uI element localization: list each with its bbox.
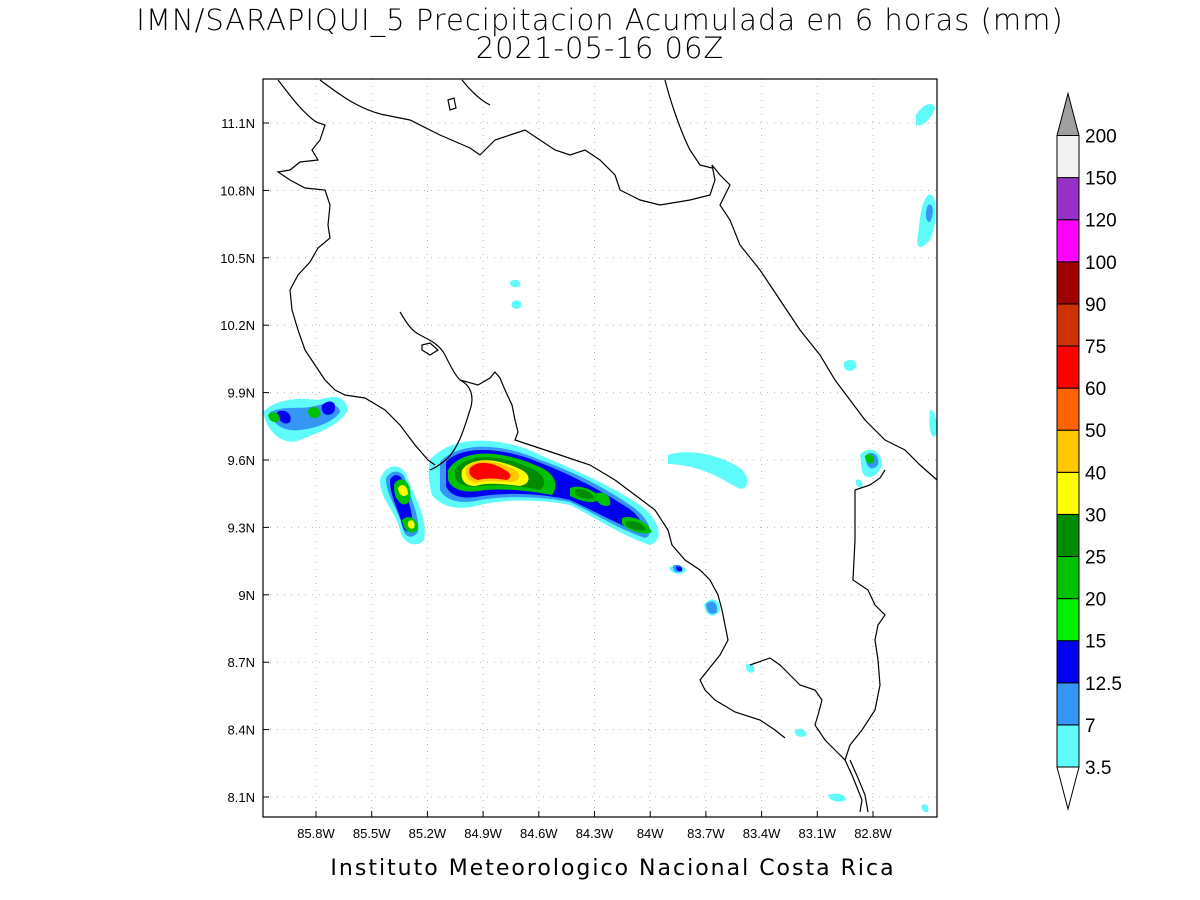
lat-tick-label: 8.1N	[228, 790, 255, 805]
lat-tick-label: 9.6N	[228, 453, 255, 468]
colorbar-label: 100	[1085, 253, 1117, 274]
lon-tick-label: 84W	[637, 826, 664, 841]
lat-tick-label: 10.2N	[220, 318, 255, 333]
colorbar-swatch	[1056, 598, 1080, 642]
colorbar-swatch	[1056, 556, 1080, 600]
colorbar-label: 60	[1085, 379, 1106, 400]
colorbar-label: 120	[1085, 211, 1117, 232]
lon-tick-label: 85.5W	[353, 826, 391, 841]
colorbar-swatch	[1056, 261, 1080, 305]
lat-tick-label: 10.5N	[220, 251, 255, 266]
lat-tick-label: 8.4N	[228, 723, 255, 738]
precipitation-lightblue-patches	[270, 204, 933, 614]
colorbar-swatch	[1056, 345, 1080, 389]
lat-tick-label: 9N	[238, 588, 255, 603]
colorbar-label: 75	[1085, 337, 1106, 358]
lon-tick-label: 84.3W	[576, 826, 614, 841]
lon-tick-label: 83.1W	[799, 826, 837, 841]
latitude-axis: 11.1N 10.8N 10.5N 10.2N 9.9N 9.6N 9.3N 9N 8.7N 8.…	[220, 116, 269, 805]
colorbar-label: 7	[1085, 716, 1096, 737]
colorbar-label: 15	[1085, 632, 1106, 653]
colorbar-swatch	[1056, 640, 1080, 684]
map-frame	[262, 78, 938, 818]
colorbar-label: 200	[1085, 127, 1117, 148]
lon-tick-label: 85.2W	[409, 826, 447, 841]
colorbar-swatch	[1056, 513, 1080, 558]
colorbar-swatch	[1056, 219, 1080, 263]
map-title: IMN/SARAPIQUI_5 Precipitacion Acumulada …	[136, 3, 1064, 37]
colorbar-swatch	[1056, 429, 1080, 473]
lat-tick-label: 9.9N	[228, 386, 255, 401]
colorbar-label: 3.5	[1085, 758, 1111, 779]
lon-tick-label: 83.4W	[743, 826, 781, 841]
colorbar-label: 25	[1085, 548, 1106, 569]
colorbar-label: 12.5	[1085, 674, 1122, 695]
colorbar-min-arrow	[1056, 766, 1080, 811]
precipitation-red-patches	[469, 462, 511, 480]
colorbar-label: 20	[1085, 590, 1106, 611]
lon-tick-label: 84.9W	[464, 826, 502, 841]
coastline-borders	[276, 79, 938, 813]
map-grid	[263, 79, 937, 817]
colorbar-label: 30	[1085, 505, 1106, 526]
lon-tick-label: 82.8W	[854, 826, 892, 841]
lat-tick-label: 10.8N	[220, 183, 255, 198]
colorbar-swatch	[1056, 471, 1080, 515]
map-datetime: 2021-05-16 06Z	[475, 31, 725, 65]
longitude-axis: 85.8W 85.5W 85.2W 84.9W 84.6W 84.3W 84W 83.7W 83…	[297, 811, 893, 841]
colorbar-swatch	[1056, 303, 1080, 347]
colorbar-label: 50	[1085, 421, 1106, 442]
colorbar-swatch	[1056, 177, 1080, 221]
lat-tick-label: 8.7N	[228, 655, 255, 670]
colorbar-max-arrow	[1056, 91, 1080, 136]
lon-tick-label: 83.7W	[687, 826, 725, 841]
precipitation-cyan-patches	[263, 104, 937, 813]
colorbar-swatch	[1056, 724, 1080, 768]
colorbar-label: 150	[1085, 169, 1117, 190]
colorbar-label: 40	[1085, 463, 1106, 484]
colorbar-swatch	[1056, 135, 1080, 179]
lon-tick-label: 84.6W	[520, 826, 558, 841]
lon-tick-label: 85.8W	[297, 826, 335, 841]
lat-tick-label: 9.3N	[228, 520, 255, 535]
colorbar-swatch	[1056, 682, 1080, 726]
colorbar-label: 90	[1085, 295, 1106, 316]
colorbar-swatch	[1056, 387, 1080, 431]
lat-tick-label: 11.1N	[221, 116, 255, 131]
colorbar: 3.5 7 12.5 15 20 25 30 40 50 60 75 90 100 120 150 200	[1056, 91, 1122, 811]
footer-credit: Instituto Meteorologico Nacional Costa R…	[330, 856, 896, 881]
